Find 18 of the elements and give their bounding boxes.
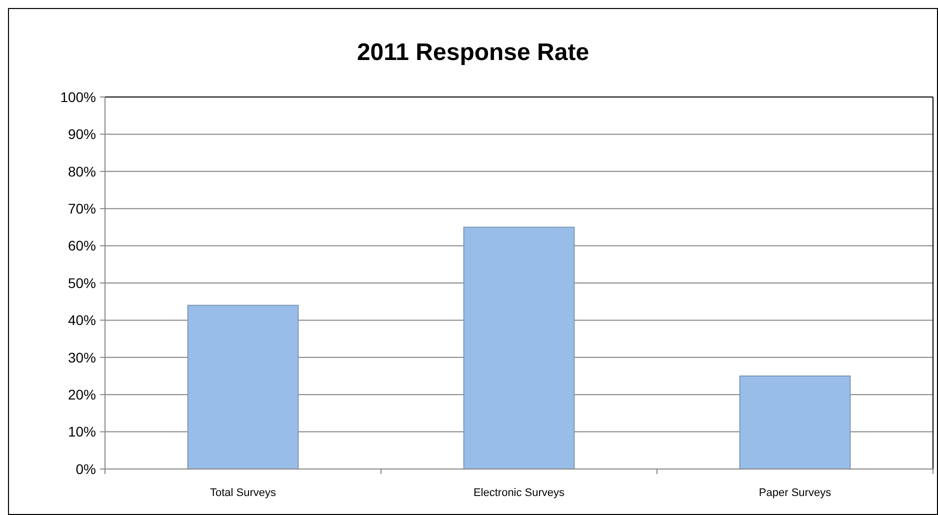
x-tick-label: Electronic Surveys bbox=[473, 487, 566, 499]
y-tick-label: 40% bbox=[68, 312, 96, 328]
bar bbox=[463, 226, 575, 470]
y-tick-label: 30% bbox=[68, 349, 96, 366]
y-tick-label: 100% bbox=[60, 88, 96, 105]
y-tick-label: 90% bbox=[68, 126, 96, 142]
chart-title: 2011 Response Rate bbox=[356, 39, 590, 66]
y-tick-label: 60% bbox=[68, 238, 96, 254]
x-tick-label: Total Surveys bbox=[210, 487, 277, 499]
y-tick-label: 0% bbox=[76, 460, 96, 477]
y-tick-label: 50% bbox=[68, 274, 96, 291]
y-tick-label: 20% bbox=[68, 386, 96, 402]
y-tick-label: 80% bbox=[68, 163, 96, 180]
bar bbox=[739, 376, 851, 470]
x-tick-label: Paper Surveys bbox=[758, 487, 832, 499]
bar bbox=[187, 304, 299, 470]
y-tick-label: 10% bbox=[68, 424, 96, 440]
y-tick-label: 70% bbox=[68, 200, 96, 216]
